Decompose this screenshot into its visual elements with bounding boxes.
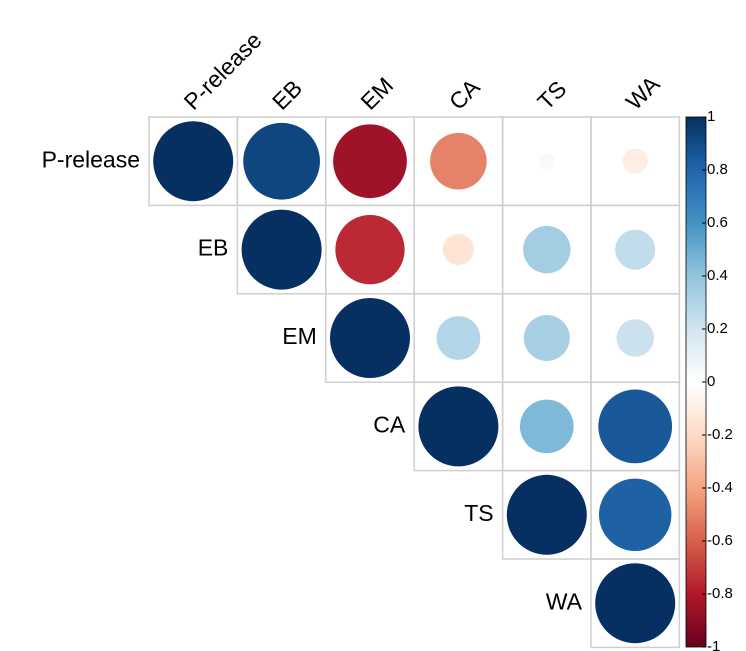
corr-circle: [436, 316, 481, 360]
corr-circle: [153, 121, 234, 202]
corr-circle: [598, 478, 672, 552]
corr-circle: [243, 122, 320, 200]
row-label: EM: [282, 323, 317, 349]
column-label: TS: [532, 76, 571, 115]
colorbar-tick-label: 1: [707, 108, 715, 125]
corr-circle: [333, 124, 407, 199]
row-label: WA: [546, 588, 583, 614]
row-label: P-release: [42, 146, 140, 172]
corr-circle: [595, 563, 676, 644]
corr-circle: [523, 315, 570, 361]
colorbar-tick-label: 0.4: [707, 267, 728, 284]
column-label: EB: [267, 75, 307, 115]
column-label: WA: [621, 70, 665, 114]
column-label: EM: [355, 72, 398, 115]
corr-circle: [523, 225, 571, 274]
colorbar-tick-label: -1: [707, 638, 720, 651]
corr-circle: [506, 474, 587, 555]
colorbar-tick-label: -0.4: [707, 479, 733, 496]
corr-circle: [430, 132, 487, 190]
corr-circle: [598, 389, 673, 464]
colorbar-tick-label: 0.8: [707, 161, 728, 178]
column-label: CA: [444, 73, 485, 114]
colorbar-tick-label: -0.2: [707, 426, 733, 443]
row-label: TS: [464, 500, 493, 526]
row-label: EB: [198, 235, 229, 261]
corr-circle: [622, 148, 648, 174]
cell: [590, 558, 681, 649]
corr-circle: [538, 153, 555, 170]
corr-circle: [330, 298, 410, 378]
corr-circle: [519, 399, 574, 454]
row-label: CA: [373, 411, 406, 437]
corr-circle: [616, 319, 654, 357]
corr-circle: [442, 234, 474, 266]
column-label: P-release: [179, 27, 267, 115]
corr-circle: [241, 209, 322, 290]
colorbar-tick-label: 0: [707, 373, 715, 390]
corr-circle: [615, 229, 656, 270]
colorbar-tick-label: -0.6: [707, 532, 733, 549]
colorbar-tick-label: 0.6: [707, 214, 728, 231]
corr-circle: [418, 386, 499, 467]
corr-circle: [335, 214, 405, 285]
colorbar-tick-label: -0.8: [707, 585, 733, 602]
colorbar-tick-label: 0.2: [707, 320, 728, 337]
